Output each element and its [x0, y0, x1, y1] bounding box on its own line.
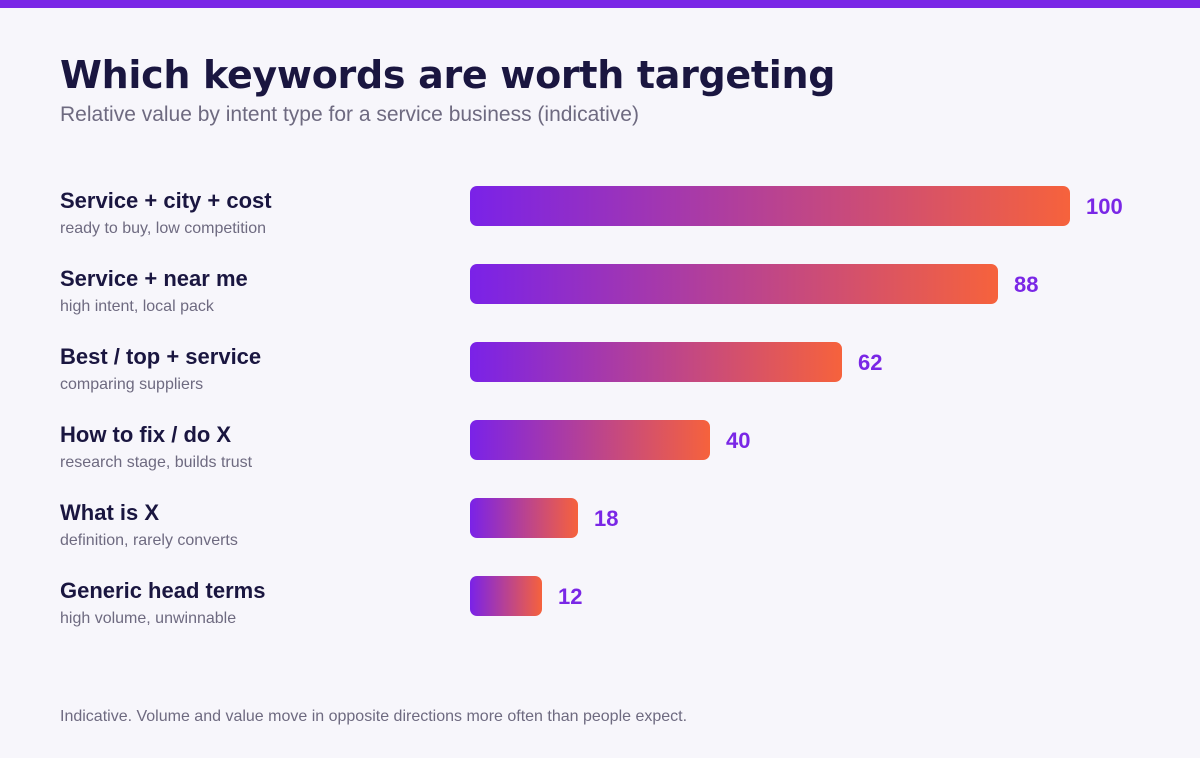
category-label: Best / top + service — [60, 344, 262, 369]
category-note: research stage, builds trust — [60, 454, 253, 471]
category-label: Service + near me — [60, 266, 248, 291]
category-note: comparing suppliers — [60, 376, 204, 393]
chart-title: Which keywords are worth targeting — [60, 53, 836, 97]
category-label: Generic head terms — [60, 578, 266, 603]
category-label: How to fix / do X — [60, 422, 232, 447]
bar — [470, 576, 542, 616]
bar — [470, 264, 998, 304]
bar — [470, 420, 710, 460]
top-accent-stripe — [0, 0, 1200, 8]
category-note: high intent, local pack — [60, 298, 214, 315]
category-label: Service + city + cost — [60, 188, 272, 213]
bar-value-label: 40 — [726, 428, 751, 453]
bar — [470, 342, 842, 382]
bar — [470, 498, 578, 538]
chart-subtitle: Relative value by intent type for a serv… — [60, 103, 639, 126]
bar-row: Generic head terms high volume, unwinnabl… — [0, 576, 1200, 636]
bar-row: Service + near me high intent, local pack… — [0, 264, 1200, 324]
bar-value-label: 88 — [1014, 272, 1039, 297]
bar-value-label: 12 — [558, 584, 583, 609]
bar-row: How to fix / do X research stage, builds … — [0, 420, 1200, 480]
category-note: ready to buy, low competition — [60, 220, 267, 237]
bar-row: Best / top + service comparing suppliers 6… — [0, 342, 1200, 402]
bar-value-label: 62 — [858, 350, 883, 375]
bar-value-label: 18 — [594, 506, 619, 531]
bar-row: Service + city + cost ready to buy, low c… — [0, 186, 1200, 246]
category-label: What is X — [60, 500, 160, 525]
bar-row: What is X definition, rarely converts 18 — [0, 498, 1200, 558]
category-note: definition, rarely converts — [60, 532, 238, 549]
bar-value-label: 100 — [1086, 194, 1123, 219]
bar — [470, 186, 1070, 226]
category-note: high volume, unwinnable — [60, 610, 237, 627]
footnote: Indicative. Volume and value move in opp… — [60, 708, 688, 725]
